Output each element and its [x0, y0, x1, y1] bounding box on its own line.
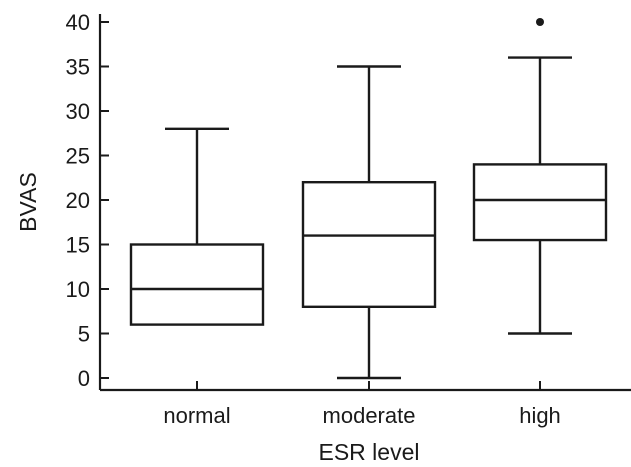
iqr-box	[301, 180, 437, 308]
iqr-box	[129, 243, 265, 326]
y-axis-title: BVAS	[15, 172, 41, 232]
y-tick-label: 5	[78, 322, 90, 347]
box-normal	[129, 127, 265, 326]
y-tick-label: 25	[66, 144, 90, 169]
y-tick-label: 35	[66, 55, 90, 80]
x-tick-label: high	[519, 403, 561, 428]
y-tick-label: 0	[78, 366, 90, 391]
y-tick-label: 20	[66, 188, 90, 213]
y-tick-label: 30	[66, 99, 90, 124]
y-tick-label: 10	[66, 277, 90, 302]
y-tick-label: 15	[66, 233, 90, 258]
y-tick-label: 40	[66, 10, 90, 35]
x-axis-title: ESR level	[319, 439, 420, 465]
iqr-box	[472, 163, 608, 242]
box-high	[472, 18, 608, 335]
plot-area	[129, 18, 608, 380]
outlier-point	[536, 18, 544, 26]
x-tick-label: normal	[163, 403, 230, 428]
x-tick-label: moderate	[323, 403, 416, 428]
axes: 0 5 10 15 20 25 30 35 40 normal moderate high	[66, 10, 631, 428]
box-moderate	[301, 65, 437, 380]
